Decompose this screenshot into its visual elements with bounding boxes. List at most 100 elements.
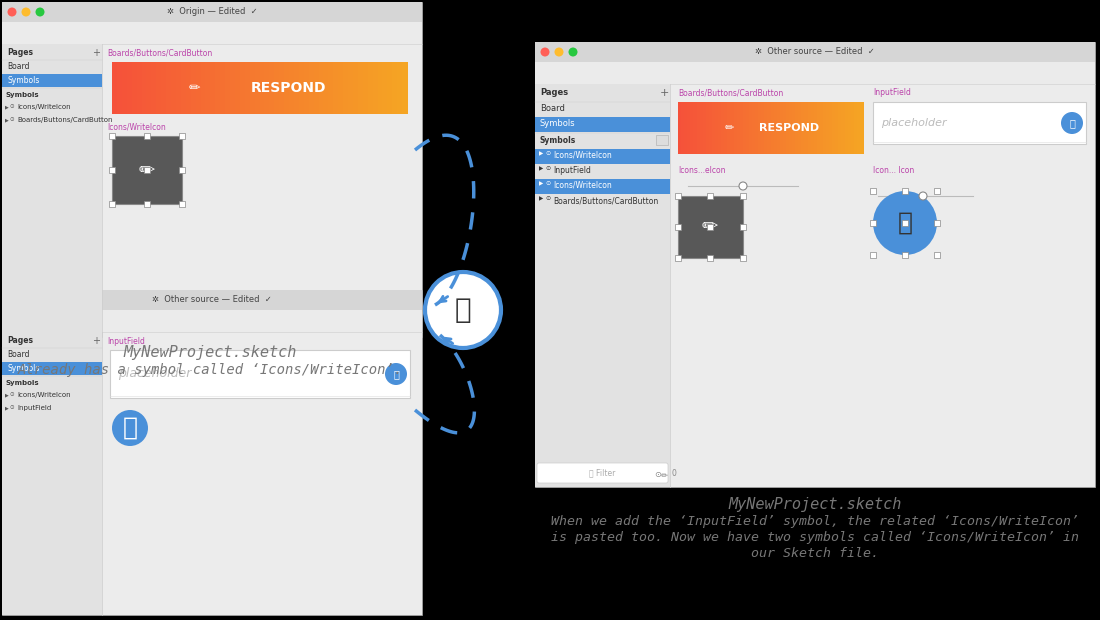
Bar <box>675 224 681 230</box>
Text: ✏: ✏ <box>189 81 200 95</box>
Bar <box>850 102 855 154</box>
Bar <box>328 62 334 114</box>
Bar <box>210 62 217 114</box>
Bar <box>535 62 1094 84</box>
Bar <box>860 102 864 154</box>
Text: Boards/Buttons/CardButton: Boards/Buttons/CardButton <box>553 196 658 205</box>
Text: Already has a symbol called ‘Icons/WriteIcon’.: Already has a symbol called ‘Icons/Write… <box>18 363 403 377</box>
Bar <box>684 102 689 154</box>
Bar <box>712 102 716 154</box>
Bar <box>783 102 786 154</box>
Text: When we add the ‘InputField’ symbol, the related ‘Icons/WriteIcon’: When we add the ‘InputField’ symbol, the… <box>551 515 1079 528</box>
Bar <box>730 102 735 154</box>
Bar <box>755 102 759 154</box>
Bar <box>678 102 682 154</box>
Bar <box>304 62 310 114</box>
Text: ⊙: ⊙ <box>10 392 14 397</box>
Bar <box>284 62 290 114</box>
Circle shape <box>425 272 500 348</box>
Bar <box>146 62 152 114</box>
Bar <box>752 102 756 154</box>
Bar <box>132 62 138 114</box>
Bar <box>785 102 790 154</box>
Bar <box>722 102 725 154</box>
Text: ⊙: ⊙ <box>544 166 550 171</box>
Circle shape <box>35 296 44 304</box>
Bar <box>264 62 271 114</box>
Bar <box>377 62 384 114</box>
Bar <box>2 74 102 87</box>
Text: Boards/Buttons/CardButton: Boards/Buttons/CardButton <box>16 117 112 123</box>
Bar <box>206 62 211 114</box>
Bar <box>323 62 329 114</box>
Text: 🔍 Filter: 🔍 Filter <box>588 469 615 477</box>
Bar <box>373 62 378 114</box>
Bar <box>848 102 851 154</box>
Bar <box>746 102 750 154</box>
Bar <box>826 102 830 154</box>
Bar <box>854 102 858 154</box>
Bar <box>142 62 147 114</box>
Bar <box>758 102 762 154</box>
Bar <box>179 201 185 207</box>
Bar <box>902 252 908 258</box>
Bar <box>835 102 839 154</box>
Text: MyNewProject.sketch: MyNewProject.sketch <box>728 497 902 512</box>
Bar <box>136 62 143 114</box>
Bar <box>535 179 670 194</box>
Text: ✲  Other source — Edited  ✓: ✲ Other source — Edited ✓ <box>152 296 272 304</box>
Bar <box>180 62 187 114</box>
Text: Boards/Buttons/CardButton: Boards/Buttons/CardButton <box>678 88 783 97</box>
Bar <box>200 62 207 114</box>
Bar <box>240 62 245 114</box>
Text: ✏: ✏ <box>139 161 155 180</box>
Bar <box>703 102 706 154</box>
Bar <box>707 224 713 230</box>
Bar <box>724 102 728 154</box>
Bar <box>737 102 740 154</box>
Bar <box>393 62 398 114</box>
Bar <box>804 102 808 154</box>
Text: 💬: 💬 <box>898 211 913 235</box>
Bar <box>294 62 300 114</box>
Bar <box>934 220 940 226</box>
Bar <box>2 310 422 332</box>
Bar <box>820 102 824 154</box>
Text: ✲  Other source — Edited  ✓: ✲ Other source — Edited ✓ <box>755 48 874 56</box>
Bar <box>934 188 940 194</box>
Text: Icons/WriteIcon: Icons/WriteIcon <box>553 151 612 160</box>
Text: Symbols: Symbols <box>7 364 40 373</box>
Text: Symbols: Symbols <box>540 119 575 128</box>
Bar <box>742 102 747 154</box>
Bar <box>144 167 150 173</box>
Bar <box>675 193 681 199</box>
Bar <box>2 362 102 375</box>
Bar <box>870 220 876 226</box>
Bar <box>176 62 182 114</box>
Text: 💬: 💬 <box>1069 118 1075 128</box>
Bar <box>110 350 410 398</box>
Text: ▶: ▶ <box>539 196 543 201</box>
Bar <box>4 292 424 617</box>
Text: ▶: ▶ <box>6 117 9 122</box>
Text: placeholder: placeholder <box>118 368 191 381</box>
Bar <box>348 62 354 114</box>
Circle shape <box>8 296 16 304</box>
Text: ✲  Origin — Edited  ✓: ✲ Origin — Edited ✓ <box>167 7 257 17</box>
Bar <box>2 22 422 44</box>
Bar <box>740 255 746 261</box>
Bar <box>715 102 719 154</box>
Text: InputField: InputField <box>873 88 911 97</box>
Bar <box>707 193 713 199</box>
Bar <box>761 102 766 154</box>
Bar <box>250 62 255 114</box>
Text: Pages: Pages <box>7 48 33 57</box>
Bar <box>764 102 769 154</box>
Bar <box>656 135 668 145</box>
Bar <box>144 133 150 139</box>
Bar <box>2 2 422 22</box>
Text: Boards/Buttons/CardButton: Boards/Buttons/CardButton <box>107 49 212 58</box>
Text: Pages: Pages <box>540 88 568 97</box>
Bar <box>833 102 836 154</box>
Bar <box>739 102 744 154</box>
